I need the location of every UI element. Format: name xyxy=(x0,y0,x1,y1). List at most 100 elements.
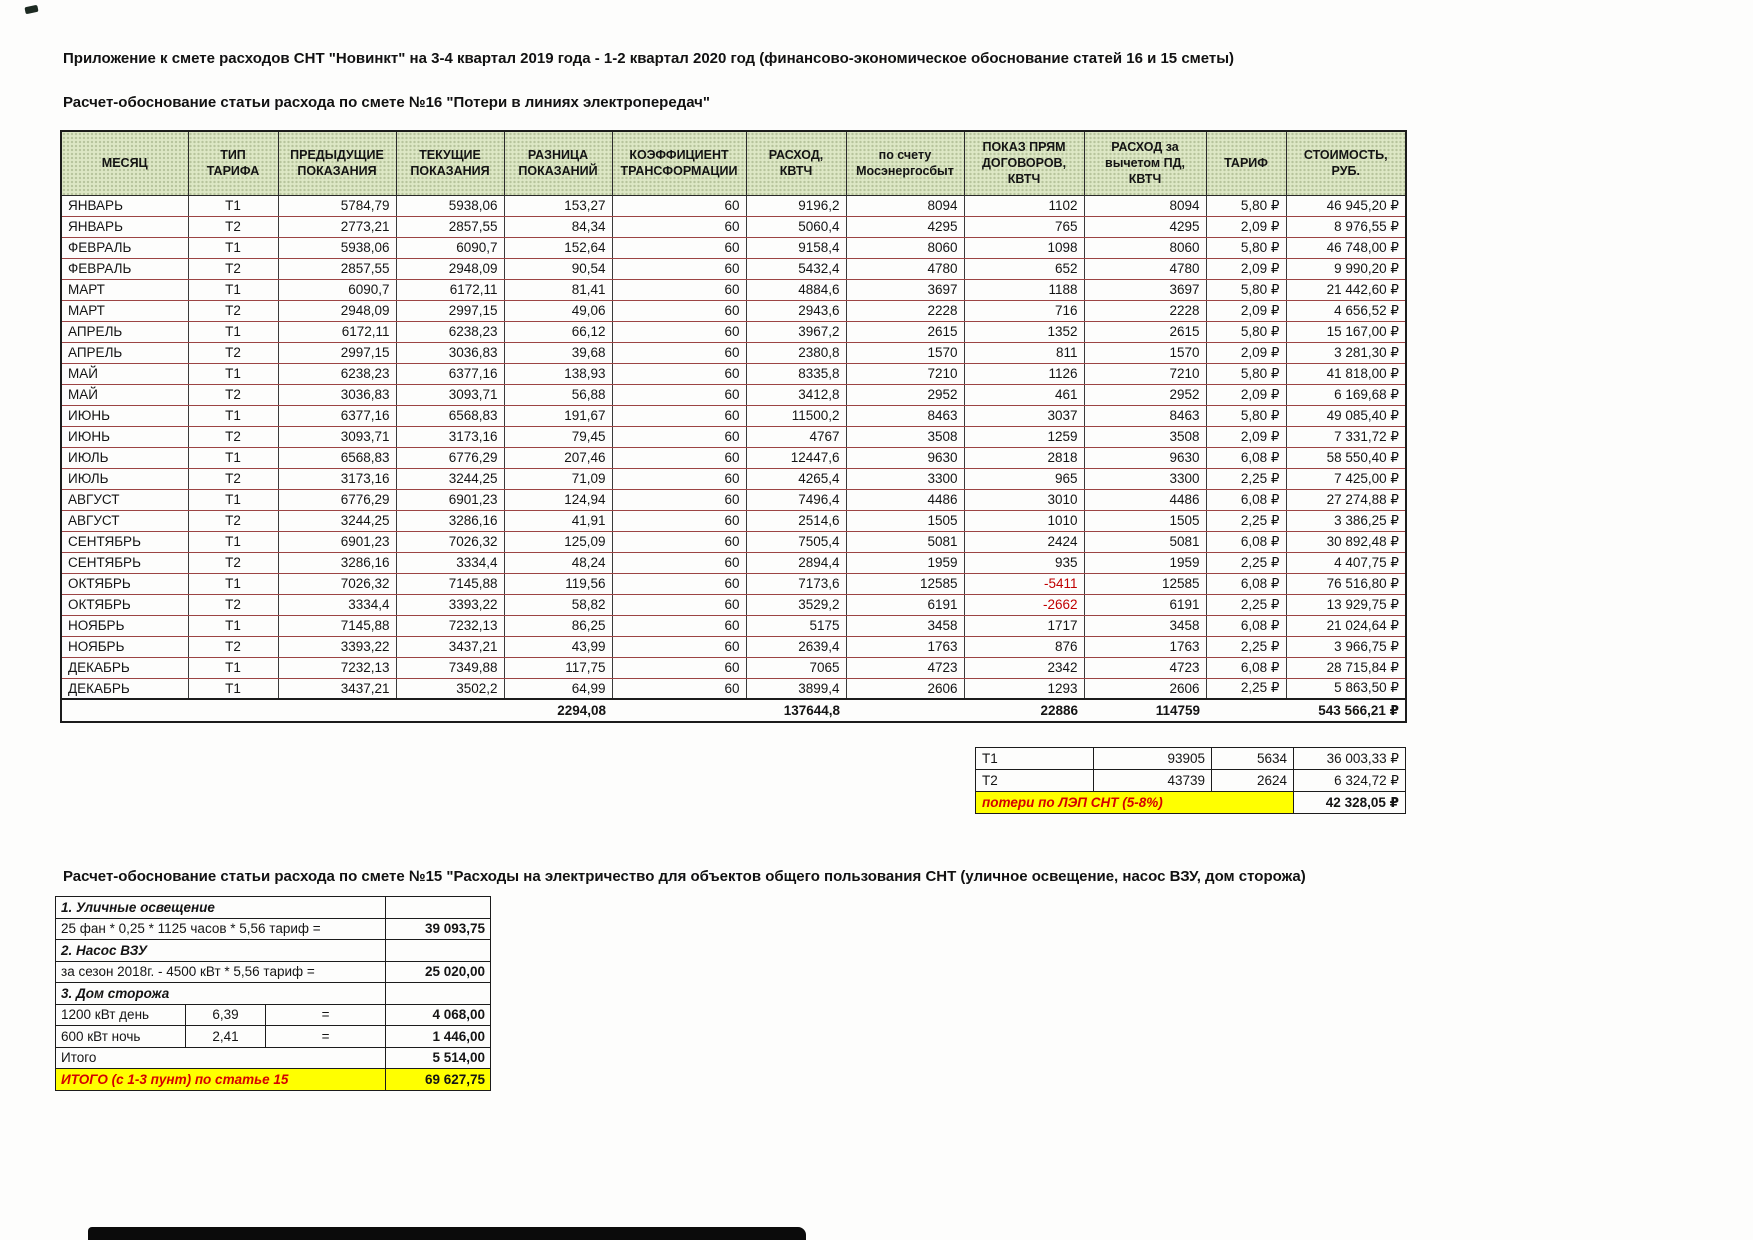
table-row: ФЕВРАЛЬ Т1 5938,06 6090,7 152,64 60 9158,4 8060… xyxy=(60,236,1407,259)
cell: 8060 xyxy=(845,236,965,259)
table-row: ОКТЯБРЬ Т1 7026,32 7145,88 119,56 60 7173,6 125… xyxy=(60,572,1407,595)
cell: 3458 xyxy=(845,614,965,637)
cell: 60 xyxy=(611,446,747,469)
cell: 60 xyxy=(611,404,747,427)
cell: 8094 xyxy=(845,194,965,217)
cell: 5081 xyxy=(845,530,965,553)
cell: 765 xyxy=(963,215,1085,238)
total-cell xyxy=(1206,698,1286,722)
cell: 5432,4 xyxy=(745,257,847,280)
cell: 60 xyxy=(611,572,747,595)
cell xyxy=(385,982,492,1005)
cell: 2615 xyxy=(845,320,965,343)
cell: -2662 xyxy=(963,593,1085,616)
cell: 965 xyxy=(963,467,1085,490)
cell: 2,09 ₽ xyxy=(1205,341,1287,364)
cell: ИЮЛЬ xyxy=(60,446,189,469)
cell: 11500,2 xyxy=(745,404,847,427)
main-header-row: МЕСЯЦ ТИП ТАРИФА ПРЕДЫДУЩИЕ ПОКАЗАНИЯ ТЕКУЩ… xyxy=(60,130,1407,196)
cell: 12585 xyxy=(845,572,965,595)
cell: 15 167,00 ₽ xyxy=(1285,320,1407,343)
cell: 60 xyxy=(611,278,747,301)
cell: Т1 xyxy=(187,194,279,217)
cell: 3036,83 xyxy=(395,341,505,364)
cell: 2624 xyxy=(1211,769,1294,792)
summary-row: Т2 43739 2624 6 324,72 ₽ xyxy=(975,769,1406,792)
cell: 3244,25 xyxy=(395,467,505,490)
cell: 6776,29 xyxy=(395,446,505,469)
cell: 876 xyxy=(963,635,1085,658)
cell: 461 xyxy=(963,383,1085,406)
cell: 152,64 xyxy=(503,236,613,259)
column-header: ТАРИФ xyxy=(1205,130,1287,196)
cell: 1570 xyxy=(1083,341,1207,364)
cell: за сезон 2018г. - 4500 кВт * 5,56 тариф … xyxy=(54,960,387,983)
cell: 4486 xyxy=(845,488,965,511)
cell: 5,80 ₽ xyxy=(1205,320,1287,343)
losses-table: МЕСЯЦ ТИП ТАРИФА ПРЕДЫДУЩИЕ ПОКАЗАНИЯ ТЕКУЩ… xyxy=(60,130,1407,723)
column-header: РАСХОД, КВТЧ xyxy=(745,130,847,196)
cell: 6172,11 xyxy=(277,320,397,343)
cell: 3173,16 xyxy=(277,467,397,490)
cell: Т1 xyxy=(187,488,279,511)
cell: 1959 xyxy=(1083,551,1207,574)
cell: Т1 xyxy=(187,320,279,343)
cell: 7 425,00 ₽ xyxy=(1285,467,1407,490)
cell: 7026,32 xyxy=(277,572,397,595)
cell: 12585 xyxy=(1083,572,1207,595)
cell: 2606 xyxy=(1083,677,1207,700)
cell: 3286,16 xyxy=(277,551,397,574)
article15-row: 3. Дом сторожа xyxy=(54,982,492,1005)
cell: АВГУСТ xyxy=(60,488,189,511)
cell: 6377,16 xyxy=(395,362,505,385)
cell: 1010 xyxy=(963,509,1085,532)
cell: 60 xyxy=(611,194,747,217)
cell: 1200 кВт день xyxy=(55,1003,186,1026)
article15-row: Итого 5 514,00 xyxy=(54,1046,492,1069)
cell: Т2 xyxy=(187,593,279,616)
cell: 5,80 ₽ xyxy=(1205,278,1287,301)
cell: 3508 xyxy=(1083,425,1207,448)
tariff-summary-table: Т1 93905 5634 36 003,33 ₽ Т2 43739 2624 6 324,7… xyxy=(975,747,1406,814)
cell: 3458 xyxy=(1083,614,1207,637)
cell: 5 514,00 xyxy=(385,1046,492,1069)
cell: 6,08 ₽ xyxy=(1205,446,1287,469)
cell: 6,08 ₽ xyxy=(1205,614,1287,637)
cell: 4 656,52 ₽ xyxy=(1285,299,1407,322)
cell: 1126 xyxy=(963,362,1085,385)
cell: Т2 xyxy=(187,635,279,658)
table-row: ИЮНЬ Т2 3093,71 3173,16 79,45 60 4767 3508 1259 3… xyxy=(60,425,1407,448)
cell: 7026,32 xyxy=(395,530,505,553)
cell: 1763 xyxy=(845,635,965,658)
cell: 60 xyxy=(611,383,747,406)
total-cell xyxy=(188,698,278,722)
cell: 6,08 ₽ xyxy=(1205,530,1287,553)
cell: Т2 xyxy=(187,551,279,574)
summary-row: Т1 93905 5634 36 003,33 ₽ xyxy=(975,747,1406,770)
cell: Т2 xyxy=(187,341,279,364)
cell: 6568,83 xyxy=(395,404,505,427)
cell xyxy=(385,939,492,962)
cell: 90,54 xyxy=(503,257,613,280)
cell: 81,41 xyxy=(503,278,613,301)
cell: = xyxy=(264,1025,387,1048)
cell: 4 068,00 xyxy=(385,1003,492,1026)
table-row: МАРТ Т1 6090,7 6172,11 81,41 60 4884,6 3697 1188… xyxy=(60,278,1407,301)
cell: 6,39 xyxy=(185,1003,266,1026)
cell: 58 550,40 ₽ xyxy=(1285,446,1407,469)
cell: 811 xyxy=(963,341,1085,364)
cell: Т2 xyxy=(187,257,279,280)
cell: 60 xyxy=(611,467,747,490)
cell: 60 xyxy=(611,488,747,511)
cell: 7145,88 xyxy=(277,614,397,637)
cell: МАРТ xyxy=(60,299,189,322)
cell: 4265,4 xyxy=(745,467,847,490)
cell: 3393,22 xyxy=(395,593,505,616)
cell: 13 929,75 ₽ xyxy=(1285,593,1407,616)
cell: 2380,8 xyxy=(745,341,847,364)
cell: 6090,7 xyxy=(395,236,505,259)
cell: 9 990,20 ₽ xyxy=(1285,257,1407,280)
cell: 71,09 xyxy=(503,467,613,490)
cell: 7505,4 xyxy=(745,530,847,553)
cell: 2,09 ₽ xyxy=(1205,215,1287,238)
